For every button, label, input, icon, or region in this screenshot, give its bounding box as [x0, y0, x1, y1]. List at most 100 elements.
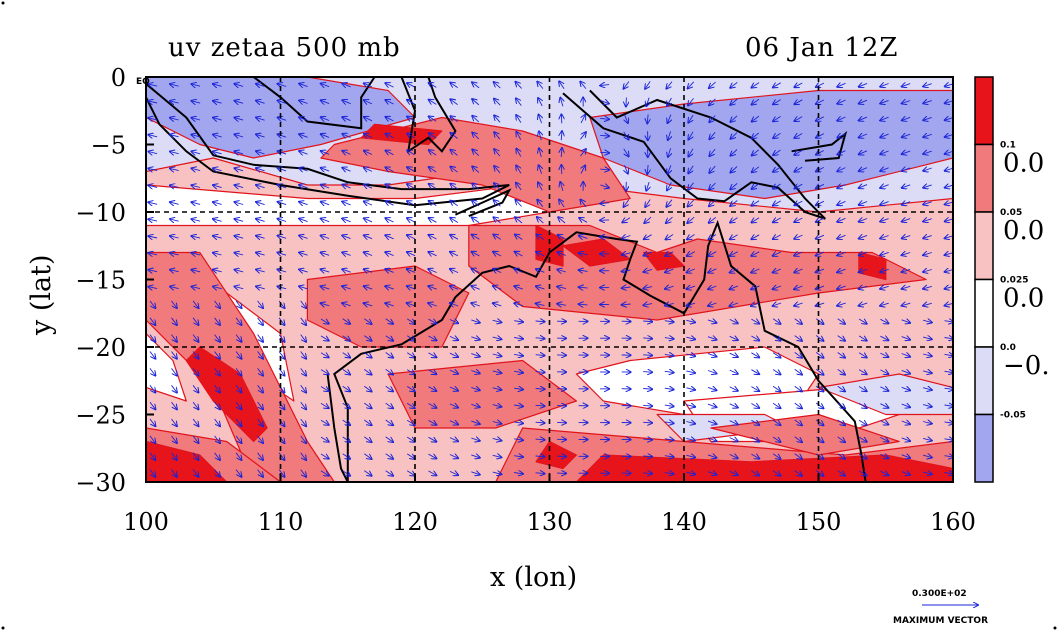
wind-vector — [342, 185, 351, 189]
wind-vector — [428, 370, 437, 374]
colorbar-level-label: -0.05 — [1000, 411, 1026, 421]
wind-vector — [667, 182, 671, 190]
wind-vector — [600, 152, 609, 153]
wind-vector — [342, 269, 351, 272]
wind-vector — [406, 471, 415, 476]
wind-vector — [815, 335, 823, 341]
wind-vector — [880, 134, 889, 137]
wind-vector — [624, 199, 630, 207]
wind-vector — [171, 334, 177, 342]
wind-vector — [730, 269, 739, 273]
wind-vector — [730, 286, 739, 289]
wind-vector — [300, 469, 306, 477]
wind-vector — [278, 253, 287, 256]
wind-vector — [514, 473, 523, 474]
wind-vector — [494, 200, 501, 207]
wind-vector — [472, 201, 480, 207]
wind-vector — [536, 252, 545, 256]
wind-vector — [515, 252, 523, 256]
wind-vector — [278, 117, 287, 120]
wind-vector — [472, 235, 480, 240]
wind-vector — [794, 402, 802, 408]
wind-vector — [752, 218, 760, 223]
wind-vector — [944, 439, 953, 440]
y-tick-label: −5 — [91, 132, 126, 160]
wind-vector — [688, 199, 695, 207]
wind-vector — [922, 455, 932, 457]
wind-vector — [472, 99, 480, 106]
wind-vector — [751, 454, 759, 459]
wind-vector — [364, 286, 373, 289]
wind-vector — [342, 235, 351, 238]
wind-vector — [707, 421, 717, 424]
wind-vector — [406, 437, 415, 442]
colorbar-level-label: 0.025 — [1000, 276, 1028, 286]
wind-vector — [794, 252, 803, 256]
wind-vector — [235, 385, 241, 392]
wind-vector — [494, 99, 501, 106]
wind-vector — [364, 117, 373, 121]
wind-vector — [666, 199, 673, 207]
wind-vector — [858, 387, 867, 392]
wind-vector — [729, 438, 738, 442]
wind-vector — [859, 235, 868, 238]
wind-vector — [385, 218, 394, 222]
wind-vector — [945, 168, 953, 171]
coastline — [400, 77, 457, 154]
wind-vector — [794, 470, 802, 476]
wind-vector — [342, 252, 351, 255]
wind-vector — [406, 318, 415, 324]
wind-vector — [644, 216, 652, 223]
colorbar-swatch — [974, 76, 994, 146]
wind-vector — [539, 131, 541, 141]
wind-vector — [730, 303, 739, 306]
wind-vector — [880, 437, 888, 441]
wind-vector — [278, 269, 287, 272]
wind-vector — [235, 168, 244, 171]
wind-vector — [321, 134, 330, 137]
wind-vector — [664, 338, 674, 339]
wind-vector — [149, 351, 155, 359]
wind-vector — [816, 269, 825, 272]
wind-vector — [752, 115, 760, 122]
wind-vector — [428, 319, 437, 323]
wind-vector — [816, 235, 825, 239]
wind-vector — [837, 352, 845, 358]
wind-vector — [257, 317, 263, 325]
wind-vector — [171, 317, 177, 325]
wind-vector — [665, 286, 674, 289]
wind-vector — [492, 405, 502, 407]
wind-vector — [320, 387, 329, 392]
wind-vector — [752, 132, 760, 139]
wind-vector — [299, 84, 308, 87]
wind-vector — [902, 84, 911, 87]
wind-vector — [514, 286, 523, 289]
wind-vector — [537, 217, 544, 224]
wind-vector — [536, 303, 545, 305]
wind-vector — [429, 201, 437, 206]
wind-vector — [342, 318, 350, 324]
wind-vector — [922, 438, 932, 440]
wind-vector — [923, 101, 932, 104]
wind-vector — [557, 270, 567, 273]
wind-vector — [149, 317, 155, 325]
wind-vector — [191, 118, 201, 120]
wind-vector — [686, 422, 695, 424]
wind-vector — [858, 454, 867, 459]
vorticity-region — [146, 251, 335, 482]
wind-vector — [428, 420, 437, 424]
wind-vector — [278, 84, 287, 87]
wind-vector — [837, 218, 846, 222]
wind-vector — [752, 82, 760, 88]
wind-vector — [516, 200, 522, 207]
wind-vector — [559, 81, 565, 90]
wind-vector — [880, 168, 889, 171]
wind-vector — [600, 135, 609, 136]
wind-vector — [880, 286, 889, 289]
x-tick-label: 110 — [258, 508, 304, 536]
wind-vector — [859, 134, 868, 138]
wind-vector — [364, 335, 371, 341]
wind-vector — [407, 100, 416, 104]
wind-vector — [278, 219, 287, 222]
wind-vector — [945, 286, 953, 288]
